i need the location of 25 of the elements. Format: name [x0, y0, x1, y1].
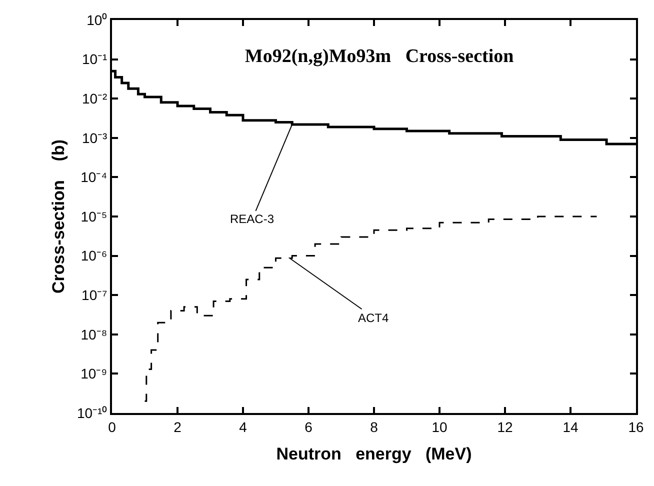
y-axis-title: Cross-section (b) [49, 140, 68, 294]
annotation: REAC-3 [230, 212, 274, 226]
x-tick-label: 10 [432, 418, 448, 435]
y-tick-label: 10⁻² [82, 90, 108, 106]
y-tick-label: 10⁰ [86, 12, 108, 28]
x-tick-label: 2 [174, 418, 182, 435]
x-tick-label: 6 [304, 418, 313, 435]
y-tick-label: 10⁻⁶ [80, 248, 108, 264]
y-tick-label: 10⁻⁸ [80, 326, 108, 342]
y-tick-label: 10⁻¹ [82, 51, 108, 68]
y-tick-label: 10⁻⁴ [80, 169, 108, 186]
annotation: ACT4 [358, 311, 389, 325]
x-tick-label: 12 [497, 418, 513, 435]
x-tick-label: 4 [239, 418, 248, 435]
x-tick-label: 16 [628, 418, 644, 435]
x-tick-label: 0 [108, 418, 116, 435]
x-tick-label: 14 [562, 418, 578, 435]
y-tick-label: 10⁻¹⁰ [76, 404, 108, 421]
y-tick-label: 10⁻⁹ [80, 366, 108, 382]
x-axis-title: Neutron energy (MeV) [276, 444, 472, 464]
y-tick-label: 10⁻³ [82, 130, 108, 146]
y-tick-label: 10⁻⁷ [82, 287, 108, 303]
y-tick-label: 10⁻⁵ [80, 208, 108, 224]
text: Mo92(n,g)Mo93m Cross-section [244, 46, 514, 67]
x-tick-label: 8 [370, 418, 378, 435]
